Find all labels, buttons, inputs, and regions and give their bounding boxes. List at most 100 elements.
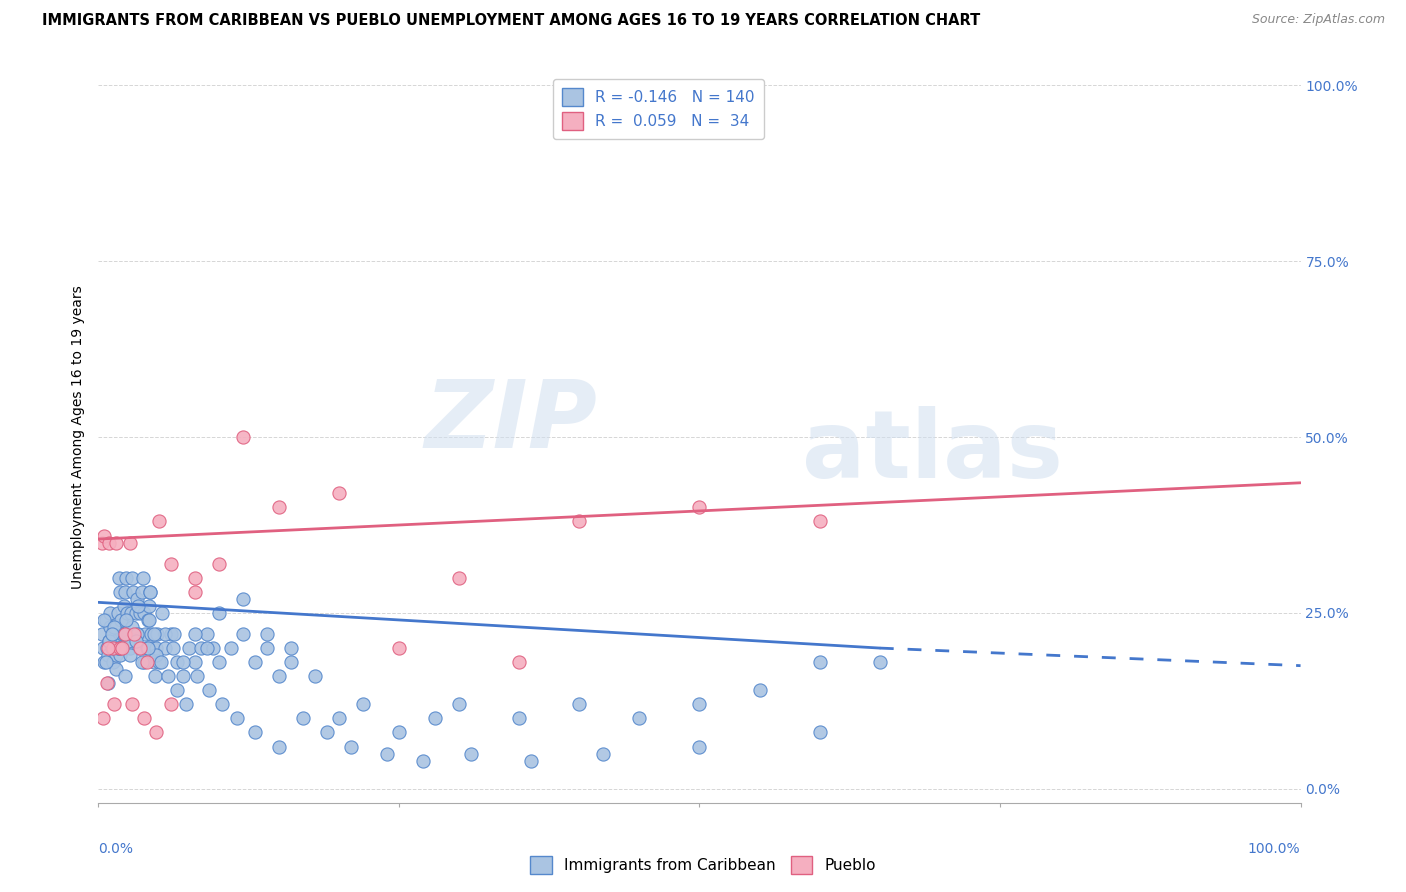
Point: [132, 711, 155, 725]
Point: [121, 698, 143, 712]
Point: [132, 606, 155, 620]
Point: [280, 655, 302, 669]
Point: [163, 627, 186, 641]
Point: [108, 648, 131, 662]
Point: [225, 711, 247, 725]
Point: [172, 655, 194, 669]
Point: [141, 641, 163, 656]
Point: [108, 584, 131, 599]
Text: IMMIGRANTS FROM CARIBBEAN VS PUEBLO UNEMPLOYMENT AMONG AGES 16 TO 19 YEARS CORRE: IMMIGRANTS FROM CARIBBEAN VS PUEBLO UNEM…: [42, 13, 980, 29]
Point: [97, 648, 120, 662]
Point: [118, 641, 141, 656]
Point: [108, 641, 131, 656]
Legend: R = -0.146   N = 140, R =  0.059   N =  34: R = -0.146 N = 140, R = 0.059 N = 34: [553, 79, 763, 139]
Point: [120, 606, 142, 620]
Point: [118, 648, 141, 662]
Point: [100, 641, 122, 656]
Point: [136, 613, 159, 627]
Point: [129, 641, 152, 656]
Point: [208, 606, 231, 620]
Point: [146, 627, 169, 641]
Point: [183, 627, 205, 641]
Point: [100, 606, 122, 620]
Point: [97, 641, 120, 656]
Point: [388, 725, 411, 739]
Point: [93, 528, 115, 542]
Point: [388, 641, 411, 656]
Point: [423, 711, 446, 725]
Point: [195, 627, 218, 641]
Point: [315, 725, 337, 739]
Point: [508, 711, 530, 725]
Point: [117, 627, 139, 641]
Point: [340, 739, 363, 754]
Point: [103, 620, 125, 634]
Point: [148, 655, 170, 669]
Point: [148, 515, 170, 529]
Point: [141, 627, 163, 641]
Point: [136, 641, 159, 656]
Point: [98, 535, 121, 549]
Point: [174, 698, 197, 712]
Point: [101, 627, 124, 641]
Point: [190, 641, 212, 656]
Point: [172, 669, 194, 683]
Point: [689, 698, 711, 712]
Point: [105, 620, 128, 634]
Point: [149, 655, 172, 669]
Point: [304, 669, 326, 683]
Point: [689, 739, 711, 754]
Point: [291, 711, 314, 725]
Point: [128, 641, 150, 656]
Point: [117, 634, 139, 648]
Point: [103, 698, 125, 712]
Point: [96, 676, 118, 690]
Point: [352, 698, 374, 712]
Point: [256, 627, 278, 641]
Point: [132, 655, 155, 669]
Point: [91, 641, 114, 656]
Point: [628, 711, 651, 725]
Point: [243, 725, 266, 739]
Point: [157, 669, 180, 683]
Point: [243, 655, 266, 669]
Point: [101, 641, 124, 656]
Point: [267, 500, 290, 515]
Point: [153, 641, 176, 656]
Point: [127, 599, 149, 613]
Point: [198, 683, 221, 698]
Point: [159, 557, 181, 571]
Point: [177, 641, 200, 656]
Point: [108, 571, 131, 585]
Point: [328, 711, 350, 725]
Point: [267, 739, 290, 754]
Text: Source: ZipAtlas.com: Source: ZipAtlas.com: [1251, 13, 1385, 27]
Point: [267, 669, 290, 683]
Point: [124, 627, 146, 641]
Point: [93, 613, 115, 627]
Point: [195, 641, 218, 656]
Point: [568, 515, 591, 529]
Point: [125, 591, 148, 606]
Point: [125, 606, 148, 620]
Text: 100.0%: 100.0%: [1249, 842, 1301, 855]
Point: [150, 606, 173, 620]
Point: [131, 584, 153, 599]
Point: [127, 627, 149, 641]
Point: [375, 747, 398, 761]
Point: [280, 641, 302, 656]
Point: [256, 641, 278, 656]
Point: [139, 584, 162, 599]
Point: [232, 627, 254, 641]
Y-axis label: Unemployment Among Ages 16 to 19 years: Unemployment Among Ages 16 to 19 years: [72, 285, 86, 589]
Text: 0.0%: 0.0%: [98, 842, 134, 855]
Point: [162, 641, 184, 656]
Point: [412, 754, 434, 768]
Point: [166, 655, 188, 669]
Point: [208, 655, 231, 669]
Point: [183, 655, 205, 669]
Point: [201, 641, 224, 656]
Point: [91, 711, 114, 725]
Point: [211, 698, 233, 712]
Point: [135, 655, 157, 669]
